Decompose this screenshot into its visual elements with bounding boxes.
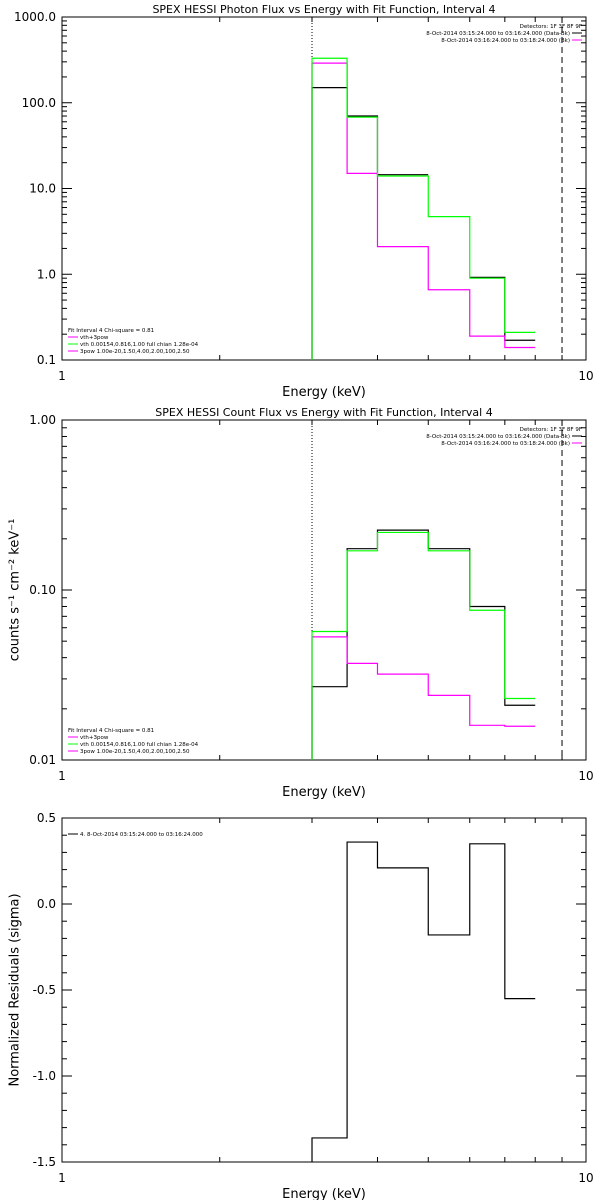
x-tick-label: 1 (58, 769, 66, 783)
legend-entry: vth 0.00154,0.816,1.00 full chian 1.28e-… (80, 342, 199, 348)
legend-entry: 8-Oct-2014 03:15:24.000 to 03:16:24.000 … (426, 434, 570, 440)
series-0-step-line (311, 841, 536, 1162)
series-0-step-line (311, 87, 536, 360)
y-tick-label: 10.0 (29, 182, 56, 196)
y-tick-label: 1.00 (29, 413, 56, 427)
y-tick-label: -1.0 (33, 1069, 56, 1083)
legend-entry: 8-Oct-2014 03:16:24.000 to 03:18:24.000 … (441, 441, 570, 447)
y-tick-label: 0.01 (29, 753, 56, 767)
y-tick-label: 0.0 (37, 897, 56, 911)
photon-flux-panel: SPEX HESSI Photon Flux vs Energy with Fi… (14, 3, 594, 400)
legend-entry: 8-Oct-2014 03:15:24.000 to 03:16:24.000 … (426, 31, 570, 37)
legend-entry: vth+3pow (80, 735, 109, 741)
series-2-step-line (311, 57, 536, 360)
legend-entry: 3pow 1.00e-20,1.50,4.00,2.00,100,2.50 (80, 749, 190, 755)
x-axis-label: Energy (keV) (282, 385, 366, 400)
x-tick-label: 10 (578, 1171, 593, 1185)
legend-entry: vth 0.00154,0.816,1.00 full chian 1.28e-… (80, 742, 199, 748)
x-axis-label: Energy (keV) (282, 785, 366, 800)
legend-header: Fit Interval 4 Chi-square = 0.81 (68, 328, 154, 334)
count-flux-panel: SPEX HESSI Count Flux vs Energy with Fit… (7, 406, 593, 800)
y-tick-label: 0.5 (37, 811, 56, 825)
y-tick-label: 0.10 (29, 583, 56, 597)
plot-frame (61, 419, 587, 761)
x-axis-label: Energy (keV) (282, 1187, 366, 1200)
plot-frame (61, 817, 587, 1163)
x-tick-label: 10 (578, 769, 593, 783)
legend-entry: 4. 8-Oct-2014 03:15:24.000 to 03:16:24.0… (80, 832, 203, 838)
legend-header: Fit Interval 4 Chi-square = 0.81 (68, 728, 154, 734)
y-tick-label: 1.0 (37, 267, 56, 281)
y-tick-label: -0.5 (33, 983, 56, 997)
plot-frame (61, 16, 587, 361)
legend-entry: 3pow 1.00e-20,1.50,4.00,2.00,100,2.50 (80, 349, 190, 355)
y-tick-label: 1000.0 (14, 10, 56, 24)
legend-entry: 8-Oct-2014 03:16:24.000 to 03:18:24.000 … (441, 38, 570, 44)
chart-title: SPEX HESSI Count Flux vs Energy with Fit… (155, 406, 492, 419)
series-0-step-line (311, 529, 536, 760)
series-1-step-line (311, 62, 536, 360)
y-axis-label: Normalized Residuals (sigma) (7, 893, 22, 1086)
x-tick-label: 1 (58, 1171, 66, 1185)
x-tick-label: 1 (58, 369, 66, 383)
y-axis-label: counts s⁻¹ cm⁻² keV⁻¹ (7, 519, 22, 662)
legend-entry: vth+3pow (80, 335, 109, 341)
series-1-step-line (311, 636, 536, 760)
y-tick-label: 0.1 (37, 353, 56, 367)
x-tick-label: 10 (578, 369, 593, 383)
series-2-step-line (311, 531, 536, 760)
legend-header: Detectors: 1F 3F 8F 9F (520, 24, 582, 30)
chart-title: SPEX HESSI Photon Flux vs Energy with Fi… (152, 3, 495, 16)
residuals-panel: 1 10 -1.5 -1.0 -0.5 0.0 0.5 Energy (keV) Normali… (7, 811, 593, 1200)
y-tick-label: 100.0 (22, 96, 56, 110)
y-tick-label: -1.5 (33, 1155, 56, 1169)
legend-header: Detectors: 1F 3F 8F 9F (520, 427, 582, 433)
